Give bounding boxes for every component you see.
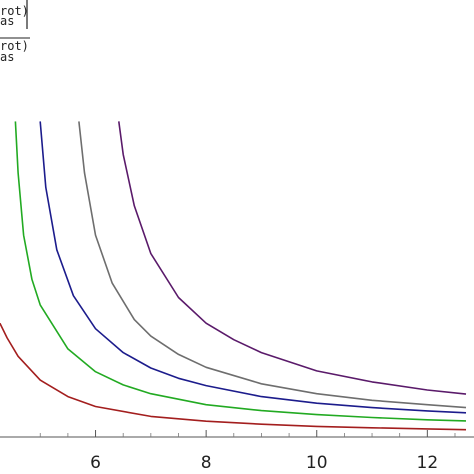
y-label-fragment: as — [0, 14, 14, 28]
series-line-5 — [118, 121, 467, 395]
x-tick-label: 8 — [201, 453, 212, 473]
x-tick-label: 12 — [417, 453, 439, 473]
x-ticks: 6 8 10 12 — [39, 430, 456, 473]
y-label-fragment: rot) — [0, 39, 29, 53]
series-line-4 — [78, 121, 467, 409]
x-tick-label: 6 — [90, 453, 101, 473]
series-line-2 — [14, 121, 467, 422]
y-label-fragment: rot) — [0, 4, 29, 18]
series-line-3 — [39, 121, 467, 414]
y-axis-label: rot) as rot) as — [0, 0, 30, 64]
series-line-1 — [0, 322, 467, 431]
series-group — [0, 121, 467, 431]
x-tick-label: 10 — [306, 453, 328, 473]
y-label-fragment: as — [0, 50, 14, 64]
